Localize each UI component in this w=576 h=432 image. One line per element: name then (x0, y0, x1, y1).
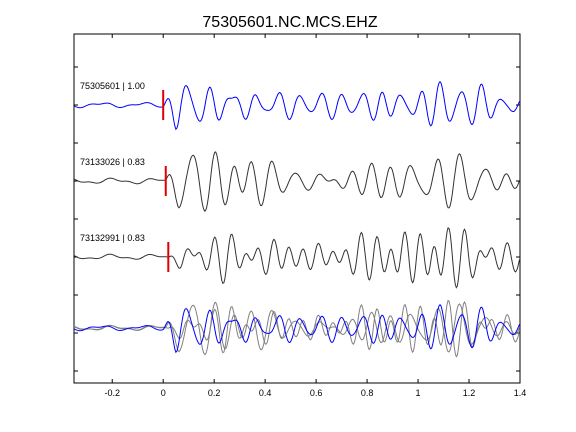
chart-title: 75305601.NC.MCS.EHZ (202, 14, 377, 31)
trace-line (73, 80, 520, 131)
x-tick-label: 0.8 (361, 388, 374, 398)
overlay-master-line (73, 303, 520, 354)
trace-line (73, 151, 520, 212)
x-tick-label: 0.6 (310, 388, 323, 398)
x-tick-label: 1.4 (514, 388, 527, 398)
y-tick-marks (74, 66, 520, 372)
plot-frame (73, 33, 521, 384)
trace-label: 73133026 | 0.83 (80, 157, 145, 167)
x-tick-label: 0.2 (208, 388, 221, 398)
waveform-traces (73, 80, 520, 358)
trace-labels: 75305601 | 1.00 73133026 | 0.83 73132991 |… (80, 81, 145, 243)
trace-label: 75305601 | 1.00 (80, 81, 145, 91)
x-tick-label: 1.2 (463, 388, 476, 398)
x-tick-label: -0.2 (104, 388, 120, 398)
trace-line (73, 226, 520, 289)
overlay-trace-line (73, 299, 520, 358)
x-tick-label: 0.4 (259, 388, 272, 398)
trace-label: 73132991 | 0.83 (80, 233, 145, 243)
x-tick-label: 1 (416, 388, 421, 398)
x-tick-label: 0 (161, 388, 166, 398)
x-axis: -0.2 0 0.2 0.4 0.6 0.8 1 1.2 1.4 (104, 34, 526, 398)
pick-markers (162, 90, 170, 272)
